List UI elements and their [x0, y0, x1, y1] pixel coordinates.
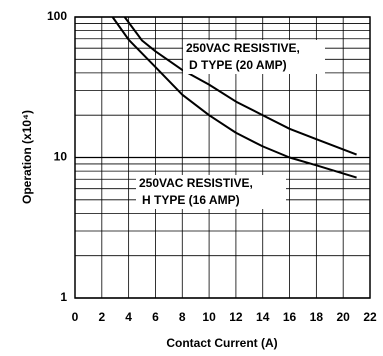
- annotation: 250VAC RESISTIVE,: [186, 41, 300, 55]
- series-line: [123, 16, 357, 156]
- x-tick-label: 22: [363, 310, 377, 324]
- y-tick-label: 1: [60, 290, 67, 304]
- x-tick-label: 8: [179, 310, 186, 324]
- annotation-box: [136, 175, 286, 209]
- x-tick-label: 0: [72, 310, 79, 324]
- x-tick-label: 12: [229, 310, 243, 324]
- y-tick-label: 100: [47, 9, 67, 23]
- y-axis-label: Operation (x10⁴): [20, 110, 34, 204]
- x-tick-label: 10: [202, 310, 216, 324]
- x-tick-label: 20: [337, 310, 351, 324]
- plot-frame: [74, 16, 371, 299]
- series-line: [111, 16, 357, 179]
- y-tick-label: 10: [54, 150, 68, 164]
- x-axis-label: Contact Current (A): [166, 336, 277, 350]
- x-tick-label: 2: [98, 310, 105, 324]
- x-tick-label: 18: [310, 310, 324, 324]
- x-tick-label: 4: [125, 310, 132, 324]
- annotation: H TYPE (16 AMP): [142, 193, 240, 207]
- annotation: 250VAC RESISTIVE,: [139, 176, 253, 190]
- x-tick-label: 14: [256, 310, 270, 324]
- x-tick-label: 16: [283, 310, 297, 324]
- annotation: D TYPE (20 AMP): [189, 58, 287, 72]
- annotation-box: [183, 40, 325, 74]
- x-tick-label: 6: [152, 310, 159, 324]
